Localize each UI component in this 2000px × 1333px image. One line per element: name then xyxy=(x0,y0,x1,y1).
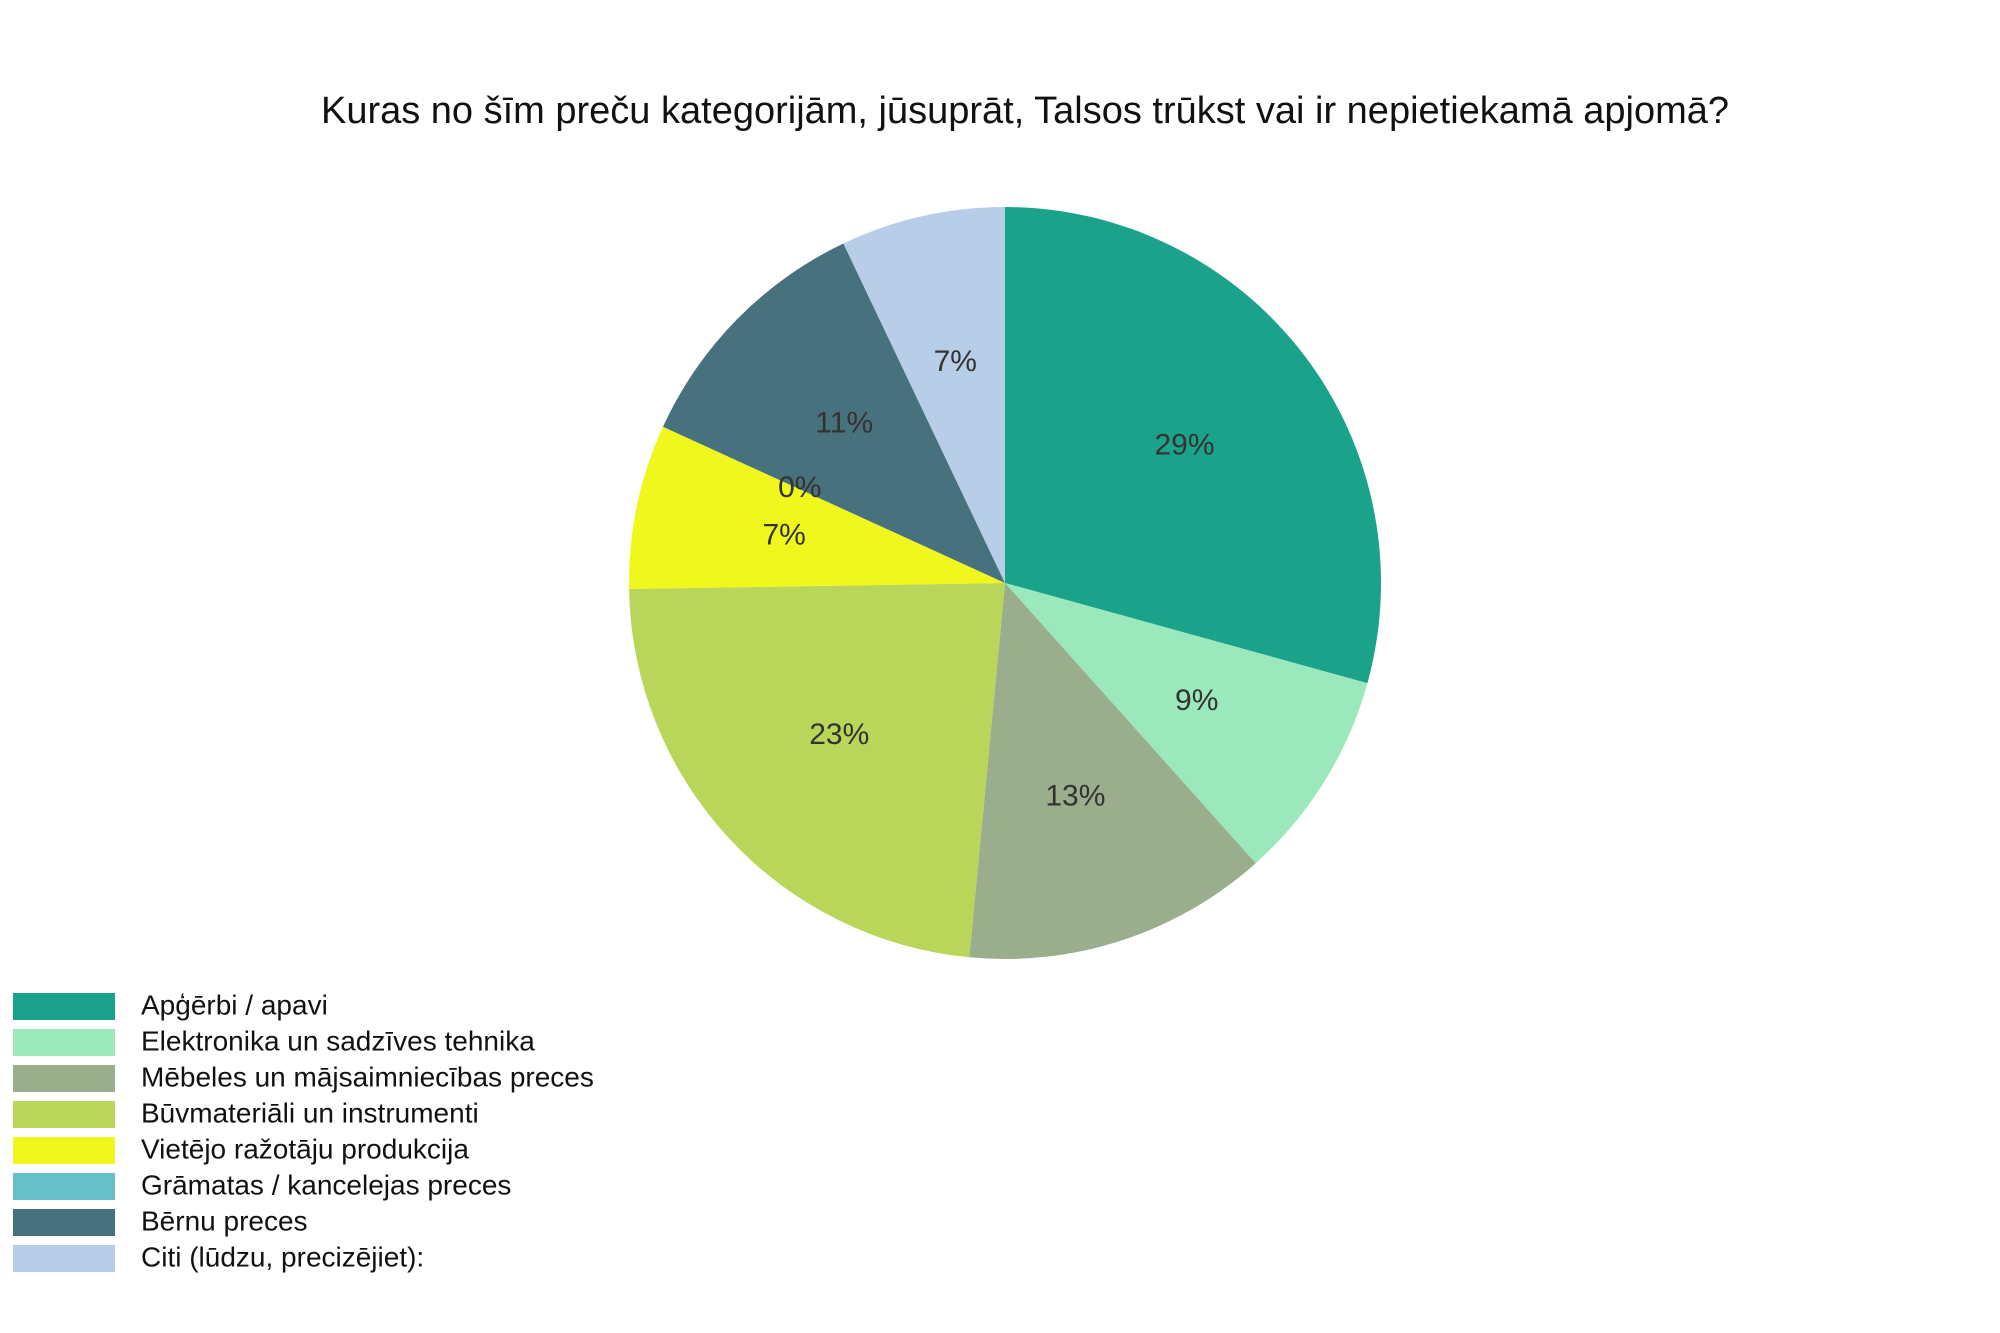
pie-slice xyxy=(969,583,1256,960)
slice-label: 0% xyxy=(778,471,821,504)
legend-label: Apģērbi / apavi xyxy=(141,989,328,1020)
legend-swatch xyxy=(13,993,115,1020)
pie-slice xyxy=(1005,583,1368,864)
legend-label: Vietējo ražotāju produkcija xyxy=(141,1133,469,1164)
legend-swatch xyxy=(13,1245,115,1272)
legend-label: Būvmateriāli un instrumenti xyxy=(141,1097,479,1128)
slice-label: 9% xyxy=(1175,684,1218,717)
legend-label: Grāmatas / kancelejas preces xyxy=(141,1169,511,1200)
slice-label: 11% xyxy=(815,407,873,440)
slice-label: 13% xyxy=(1045,779,1105,812)
pie-slice xyxy=(629,583,1005,958)
slice-label: 7% xyxy=(934,345,977,378)
pie-slice xyxy=(629,426,1005,589)
slice-label: 23% xyxy=(809,718,869,751)
pie-slice xyxy=(843,207,1005,583)
slice-label: 29% xyxy=(1155,428,1215,461)
slice-label: 7% xyxy=(763,519,806,552)
legend-label: Bērnu preces xyxy=(141,1205,308,1236)
chart-title: Kuras no šīm preču kategorijām, jūsuprāt… xyxy=(321,90,1729,132)
legend-swatch xyxy=(13,1065,115,1092)
legend-swatch xyxy=(13,1137,115,1164)
legend-swatch xyxy=(13,1173,115,1200)
legend-label: Elektronika un sadzīves tehnika xyxy=(141,1025,535,1056)
pie-slice xyxy=(1005,207,1381,684)
legend-label: Mēbeles un mājsaimniecības preces xyxy=(141,1061,594,1092)
pie-slice xyxy=(662,243,1005,583)
legend-label: Citi (lūdzu, precizējiet): xyxy=(141,1241,424,1272)
legend-swatch xyxy=(13,1209,115,1236)
legend-swatch xyxy=(13,1029,115,1056)
legend-swatch xyxy=(13,1101,115,1128)
